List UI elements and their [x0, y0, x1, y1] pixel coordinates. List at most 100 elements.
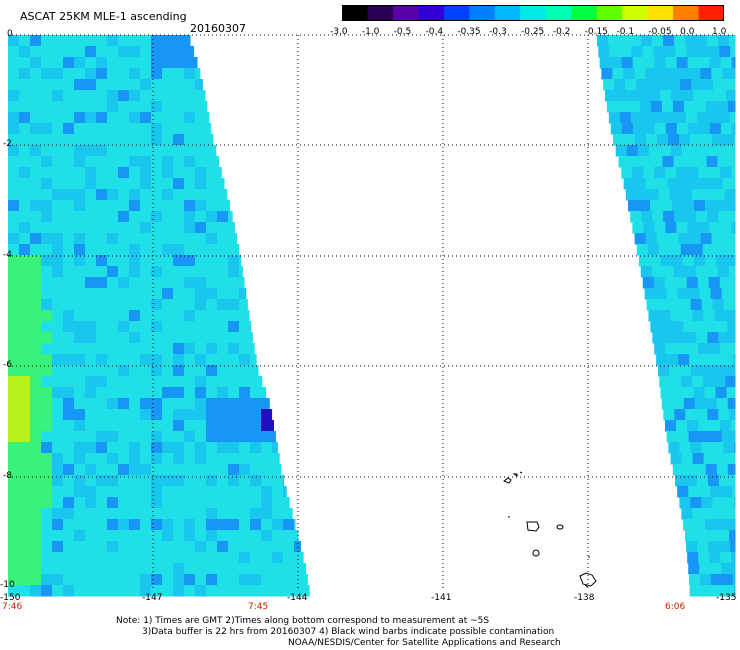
- swath-cell: [85, 541, 97, 553]
- swath-cell: [659, 145, 672, 157]
- swath-cell: [705, 101, 718, 113]
- swath-cell: [173, 288, 185, 300]
- swath-cell: [668, 442, 680, 454]
- swath-cell: [19, 376, 31, 388]
- swath-cell: [19, 134, 31, 146]
- swath-cell: [52, 574, 64, 586]
- swath-cell: [129, 310, 141, 322]
- swath-cell: [30, 497, 42, 509]
- swath-cell: [684, 156, 696, 168]
- swath-cell: [184, 574, 196, 586]
- swath-cell: [720, 123, 733, 135]
- swath-cell: [272, 519, 284, 531]
- swath-cell: [118, 266, 130, 278]
- swath-cell: [651, 156, 663, 168]
- swath-cell: [151, 321, 163, 333]
- swath-cell: [294, 585, 306, 597]
- swath-cell: [239, 354, 251, 366]
- swath-cell: [162, 431, 174, 443]
- swath-cell: [107, 222, 119, 234]
- swath-cell: [8, 288, 20, 300]
- swath-cell: [74, 497, 86, 509]
- swath-cell: [41, 376, 53, 388]
- swath-cell: [195, 233, 207, 245]
- swath-cell: [676, 420, 688, 432]
- swath-cell: [700, 233, 713, 245]
- swath-cell: [705, 321, 717, 333]
- swath-cell: [162, 68, 174, 80]
- swath-cell: [686, 475, 698, 487]
- swath-cell: [206, 519, 218, 531]
- swath-cell: [184, 442, 196, 454]
- swath-cell: [19, 442, 31, 454]
- swath-cell: [712, 497, 724, 509]
- swath-cell: [74, 112, 86, 124]
- swath-cell: [250, 387, 262, 399]
- swath-cell: [250, 585, 262, 597]
- swath-cell: [718, 35, 730, 47]
- swath-cell: [250, 321, 252, 333]
- swath-cell: [8, 35, 20, 47]
- swath-cell: [129, 486, 141, 498]
- swath-cell: [30, 277, 42, 289]
- swath-cell: [649, 255, 662, 267]
- swath-cell: [681, 310, 693, 322]
- swath-cell: [30, 387, 42, 399]
- colorbar-tick-label: -0.35: [457, 27, 481, 37]
- swath-cell: [107, 211, 119, 223]
- swath-cell: [129, 35, 141, 47]
- swath-cell: [691, 189, 704, 201]
- swath-cell: [184, 57, 196, 69]
- swath-cell: [714, 376, 726, 388]
- swath-cell: [228, 387, 240, 399]
- swath-cell: [239, 530, 251, 542]
- swath-cell: [74, 79, 86, 91]
- swath-cell: [206, 453, 218, 465]
- swath-cell: [206, 277, 218, 289]
- swath-cell: [195, 552, 207, 564]
- swath-cell: [722, 354, 734, 366]
- swath-cell: [720, 420, 732, 432]
- swath-cell: [41, 277, 53, 289]
- colorbar-segment: [418, 5, 445, 21]
- swath-cell: [674, 332, 686, 344]
- swath-cell: [697, 541, 709, 553]
- swath-cell: [173, 211, 185, 223]
- swath-cell: [704, 90, 716, 102]
- swath-cell: [676, 57, 689, 69]
- swath-cell: [195, 409, 207, 421]
- colorbar-tick-label: 0.0: [680, 27, 695, 37]
- swath-cell: [217, 332, 229, 344]
- swath-cell: [173, 145, 185, 157]
- swath-cell: [19, 453, 31, 465]
- swath-cell: [730, 541, 736, 553]
- swath-cell: [129, 376, 141, 388]
- swath-cell: [41, 310, 53, 322]
- colorbar-segment: [647, 5, 674, 21]
- swath-cell: [217, 387, 229, 399]
- swath-cell: [173, 519, 185, 531]
- swath-cell: [140, 288, 152, 300]
- swath-cell: [195, 431, 207, 443]
- swath-cell: [74, 365, 86, 377]
- swath-cell: [96, 200, 108, 212]
- swath-cell: [228, 233, 238, 245]
- swath-cell: [728, 156, 736, 168]
- swath-cell: [228, 321, 240, 333]
- swath-cell: [30, 354, 42, 366]
- swath-cell: [74, 508, 86, 520]
- swath-cell: [63, 563, 75, 575]
- swath-cell: [731, 222, 736, 234]
- swath-cell: [195, 134, 207, 146]
- swath-cell: [63, 167, 75, 179]
- swath-cell: [140, 398, 152, 410]
- swath-cell: [206, 442, 218, 454]
- swath-cell: [30, 453, 42, 465]
- swath-cell: [660, 255, 673, 267]
- swath-cell: [195, 255, 207, 267]
- colorbar-segment: [443, 5, 470, 21]
- swath-cell: [63, 266, 75, 278]
- swath-cell: [676, 123, 689, 135]
- swath-cell: [692, 376, 704, 388]
- swath-cell: [173, 431, 185, 443]
